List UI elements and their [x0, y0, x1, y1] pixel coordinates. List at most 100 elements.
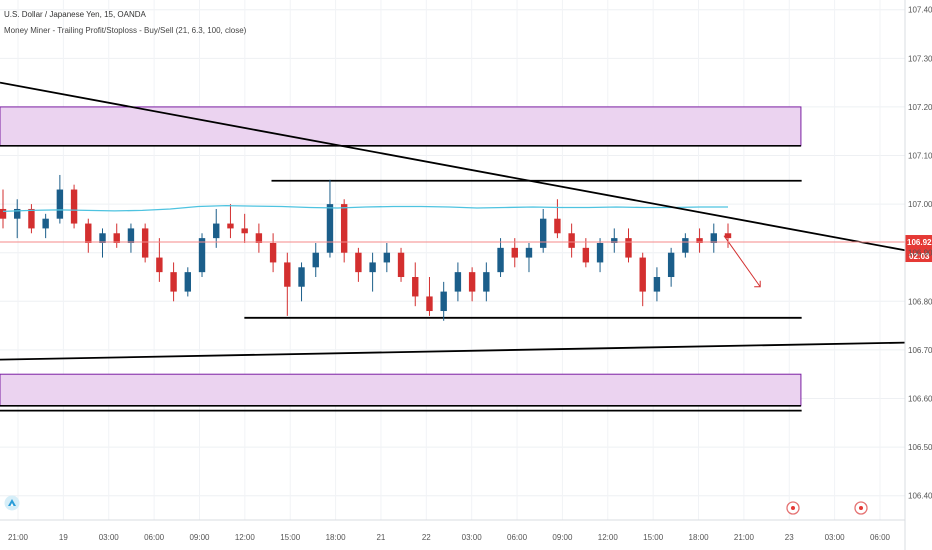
candle-body	[213, 223, 220, 239]
tradingview-logo-icon[interactable]	[4, 495, 20, 511]
candle-body	[397, 252, 405, 278]
trendline	[0, 341, 906, 361]
candle-body	[127, 228, 135, 243]
candle-body	[326, 204, 334, 253]
candle-body	[284, 262, 291, 287]
candle-body	[383, 252, 391, 263]
event-marker-dot	[791, 506, 795, 510]
x-tick-label: 12:00	[598, 533, 619, 542]
candle-body	[170, 272, 177, 292]
x-tick-label: 06:00	[507, 533, 528, 542]
trendlines	[0, 81, 906, 361]
candle-body	[227, 223, 234, 229]
x-tick-label: 19	[59, 533, 68, 542]
candle-body	[454, 272, 462, 292]
candle-body	[70, 189, 78, 224]
candle-body	[28, 208, 35, 229]
price-tag-value: 106.922	[907, 238, 932, 247]
y-tick-label: 107.100	[908, 152, 932, 161]
candle-body	[369, 262, 376, 273]
zone-rect	[0, 106, 802, 147]
candle-body	[497, 247, 504, 273]
candle-body	[525, 247, 533, 258]
x-tick-label: 03:00	[825, 533, 846, 542]
y-tick-label: 106.500	[908, 443, 932, 452]
candle-body	[298, 267, 305, 287]
candle-body	[682, 238, 689, 253]
candle-body	[85, 223, 92, 243]
y-tick-label: 107.400	[908, 6, 932, 15]
candle-body	[241, 228, 248, 234]
candle-body	[14, 208, 21, 219]
trendline	[0, 81, 906, 252]
y-tick-label: 106.600	[908, 395, 932, 404]
candle-body	[0, 208, 7, 219]
candle-body	[710, 233, 717, 243]
y-tick-label: 107.300	[908, 54, 932, 63]
y-tick-label: 107.200	[908, 103, 932, 112]
countdown-tag	[905, 249, 932, 263]
last-price-line-layer: 106.922 02:03	[0, 235, 932, 263]
event-marker-icon[interactable]	[854, 501, 868, 515]
candle-body	[639, 257, 646, 292]
supply-demand-zones	[0, 106, 802, 407]
candle-body	[99, 233, 106, 243]
candle-body	[554, 218, 561, 234]
candle-body	[582, 247, 590, 263]
event-marker-icon[interactable]	[786, 501, 800, 515]
x-tick-label: 18:00	[689, 533, 710, 542]
x-tick-label: 06:00	[870, 533, 891, 542]
candle-body	[56, 189, 64, 219]
indicator-label: Money Miner - Trailing Profit/Stoploss -…	[4, 26, 247, 35]
candle-body	[412, 277, 419, 297]
countdown-tag-value: 02:03	[909, 252, 930, 261]
candle-body	[198, 238, 206, 273]
chart-title: U.S. Dollar / Japanese Yen, 15, OANDA	[4, 10, 146, 19]
candle-body	[596, 242, 604, 263]
horizontal-levels	[0, 179, 802, 412]
x-tick-label: 21:00	[734, 533, 755, 542]
x-tick-label: 21	[376, 533, 385, 542]
candle-body	[440, 291, 447, 312]
candle-body	[426, 296, 433, 312]
price-tag	[905, 235, 932, 250]
event-markers	[786, 501, 868, 515]
projection-arrow	[723, 235, 761, 288]
candle-body	[312, 252, 319, 268]
y-tick-label: 106.900	[908, 249, 932, 258]
candle-body	[511, 247, 518, 258]
candle-body	[539, 218, 547, 248]
y-tick-label: 106.400	[908, 492, 932, 501]
x-tick-label: 03:00	[462, 533, 483, 542]
candle-body	[42, 218, 49, 229]
y-tick-label: 107.000	[908, 200, 932, 209]
moving-average-layer	[2, 204, 728, 213]
candle-body	[483, 272, 490, 292]
x-tick-label: 03:00	[99, 533, 120, 542]
y-tick-label: 106.700	[908, 346, 932, 355]
x-tick-label: 15:00	[280, 533, 301, 542]
candle-body	[255, 233, 263, 243]
x-tick-label: 09:00	[552, 533, 573, 542]
candle-body	[724, 233, 732, 239]
candle-body	[269, 242, 277, 263]
candle-body	[141, 228, 149, 258]
moving-average-line	[2, 204, 728, 213]
candlestick-series	[0, 174, 732, 321]
zone-rect	[0, 373, 802, 407]
candle-body	[568, 233, 575, 248]
x-tick-label: 21:00	[8, 533, 29, 542]
x-tick-label: 18:00	[326, 533, 347, 542]
x-tick-label: 23	[785, 533, 794, 542]
candle-body	[625, 238, 632, 258]
candle-body	[611, 238, 618, 243]
y-tick-label: 106.800	[908, 297, 932, 306]
candle-body	[340, 204, 348, 253]
candle-body	[355, 252, 362, 273]
x-tick-label: 22	[422, 533, 431, 542]
candle-body	[156, 257, 163, 273]
projection-arrow-head	[754, 280, 761, 288]
grid-lines	[0, 0, 905, 520]
